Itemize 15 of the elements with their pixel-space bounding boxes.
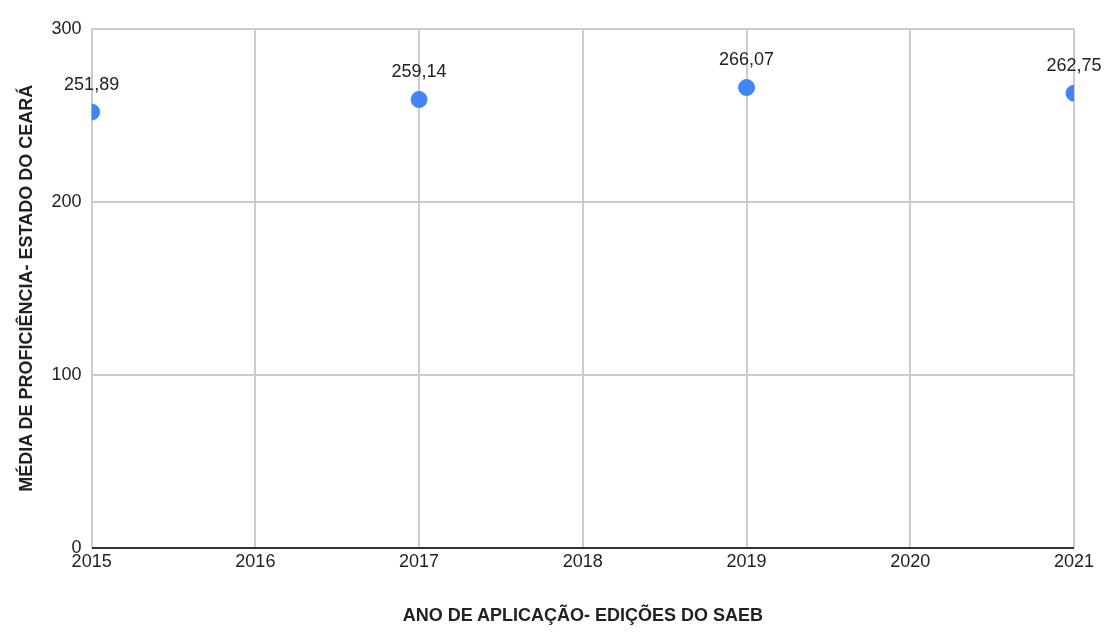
x-tick-label: 2020	[890, 550, 931, 571]
y-axis-title: MÉDIA DE PROFICIÊNCIA- ESTADO DO CEARÁ	[14, 84, 36, 492]
y-tick-label: 200	[51, 190, 82, 211]
y-tick-label: 100	[51, 363, 82, 384]
data-label: 251,89	[64, 74, 120, 94]
data-label: 266,07	[719, 49, 775, 70]
x-tick-label: 2018	[562, 550, 603, 571]
x-tick-label: 2016	[235, 550, 276, 571]
x-tick-label: 2021	[1053, 550, 1095, 571]
x-tick-label: 2017	[399, 550, 440, 571]
data-label: 259,14	[391, 61, 447, 82]
y-tick-label: 300	[51, 17, 82, 38]
x-axis-title: ANO DE APLICAÇÃO- EDIÇÕES DO SAEB	[402, 604, 763, 626]
x-tick-label: 2019	[726, 550, 767, 571]
data-label: 262,75	[1046, 55, 1102, 76]
